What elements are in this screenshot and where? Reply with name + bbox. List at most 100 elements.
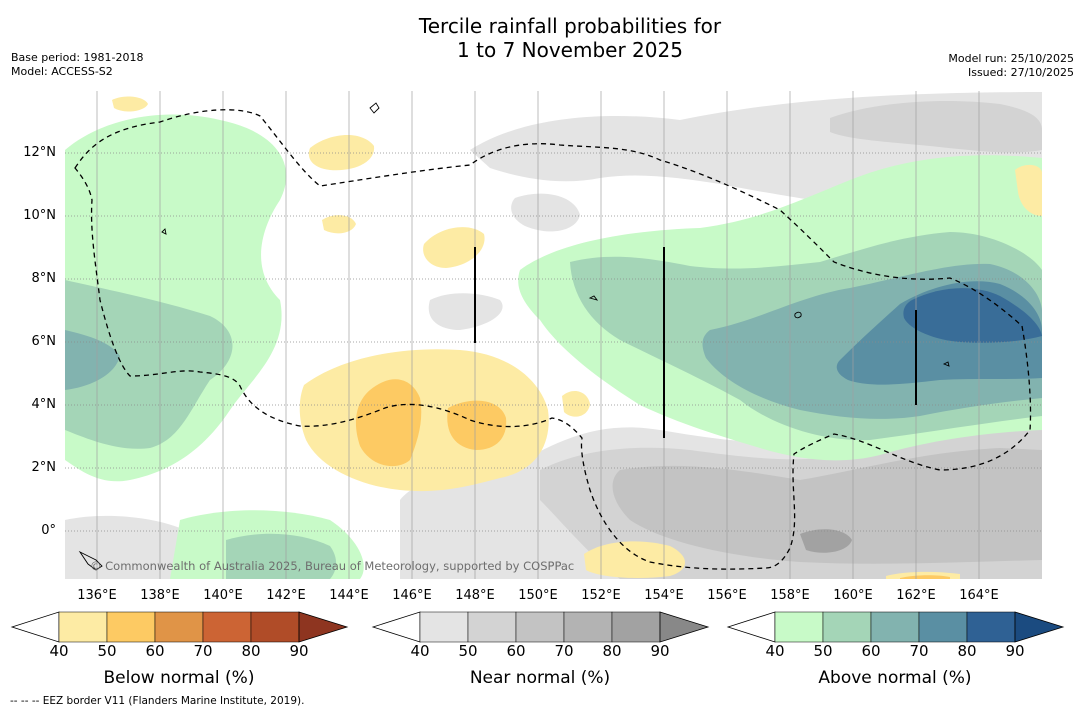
above-normal-area-east-5 [903,288,1042,343]
lon-label-152e: 152°E [581,588,621,603]
above-tick-60: 60 [861,642,881,660]
lon-label-148e: 148°E [455,588,495,603]
eez-footnote: -- -- -- EEZ border V11 (Flanders Marine… [10,695,305,707]
colorbar-near-over [659,611,710,643]
below-tick-40: 40 [49,642,69,660]
near-tick-60: 60 [506,642,526,660]
below-normal-area-north-3 [322,215,356,234]
meta-right: Model run: 25/10/2025 Issued: 27/10/2025 [948,52,1074,80]
colorbar-above-over [1014,611,1065,643]
lat-label-8n: 8°N [31,271,57,286]
lat-label-4n: 4°N [31,397,57,412]
above-tick-80: 80 [957,642,977,660]
lon-label-160e: 160°E [833,588,873,603]
lon-label-156e: 156°E [707,588,747,603]
near-tick-80: 80 [602,642,622,660]
above-normal-title: Above normal (%) [818,668,972,688]
below-normal-area-central-3 [447,400,507,450]
colorbar-above-seg-3 [870,611,920,643]
below-normal-area-southeast-2 [900,575,950,579]
above-normal-area-west-3 [65,330,120,390]
lon-label-142e: 142°E [266,588,306,603]
below-tick-60: 60 [145,642,165,660]
meta-left: Base period: 1981-2018 Model: ACCESS-S2 [11,51,143,79]
copyright-text: © Commonwealth of Australia 2025, Bureau… [90,559,575,573]
lon-label-146e: 146°E [392,588,432,603]
below-tick-80: 80 [241,642,261,660]
lat-label-12n: 12°N [23,145,56,160]
colorbar-above-seg-2 [822,611,872,643]
colorbar-below-under [10,611,60,643]
colorbar-above-seg-1 [774,611,824,643]
above-tick-40: 40 [765,642,785,660]
near-normal-area-central [511,193,580,232]
lat-label-10n: 10°N [23,208,56,223]
near-tick-50: 50 [458,642,478,660]
below-normal-area-south [584,541,685,578]
lon-label-154e: 154°E [644,588,684,603]
islands [78,102,950,571]
below-tick-50: 50 [97,642,117,660]
title-line-2: 1 to 7 November 2025 [457,38,683,62]
colorbar-below-over [298,611,349,643]
model-run-text: Model run: 25/10/2025 [948,52,1074,65]
colorbar-below-seg-4 [202,611,252,643]
near-normal-area-ne-inner [830,100,1042,153]
near-tick-40: 40 [410,642,430,660]
map-title: Tercile rainfall probabilities for 1 to … [0,14,1085,62]
title-line-1: Tercile rainfall probabilities for [418,14,722,38]
near-normal-area-south-darkest [800,529,852,553]
near-tick-70: 70 [554,642,574,660]
map-fields [65,91,1042,579]
below-normal-area-north-2 [423,227,485,268]
lat-label-2n: 2°N [31,460,57,475]
marker-bars [474,247,917,438]
lon-label-158e: 158°E [770,588,810,603]
colorbar-below-seg-1 [58,611,108,643]
above-normal-area-southwest-2 [226,533,337,579]
above-tick-70: 70 [909,642,929,660]
near-normal-area-south-core [612,448,1042,564]
colorbar-near-seg-3 [515,611,565,643]
colorbar-near-seg-1 [419,611,469,643]
lon-label-164e: 164°E [959,588,999,603]
base-period-text: Base period: 1981-2018 [11,51,144,64]
below-normal-area-central [299,349,549,492]
colorbar-below-seg-5 [250,611,300,643]
colorbar-above-seg-5 [966,611,1016,643]
below-normal-area-central-2 [355,379,422,467]
colorbar-above-seg-4 [918,611,968,643]
below-normal-area-north-1 [308,134,375,171]
above-tick-90: 90 [1005,642,1025,660]
colorbar-near-seg-4 [563,611,613,643]
gridlines [65,152,1042,532]
lon-label-140e: 140°E [203,588,243,603]
colorbar-near-under [371,611,421,643]
eez-border-west [74,109,1032,570]
colorbar-above-under [726,611,776,643]
below-tick-70: 70 [193,642,213,660]
near-tick-90: 90 [650,642,670,660]
below-tick-90: 90 [289,642,309,660]
above-tick-50: 50 [813,642,833,660]
below-normal-area-small [562,390,590,417]
lat-label-0: 0° [41,523,56,538]
near-normal-title: Near normal (%) [469,668,611,688]
colorbar-near-seg-5 [611,611,661,643]
colorbar-below-seg-3 [154,611,204,643]
lon-label-138e: 138°E [140,588,180,603]
lon-label-150e: 150°E [518,588,558,603]
below-normal-title: Below normal (%) [103,668,255,688]
below-normal-area-east-1 [1015,164,1042,216]
colorbar-above [726,611,1065,643]
lat-label-6n: 6°N [31,334,57,349]
colorbar-near-seg-2 [467,611,517,643]
lon-label-144e: 144°E [329,588,369,603]
lon-label-136e: 136°E [77,588,117,603]
near-normal-area-mid [428,293,503,330]
colorbar-near [371,611,710,643]
colorbar-below [10,611,349,643]
below-normal-area-north-4 [112,96,148,112]
colorbar-below-seg-2 [106,611,156,643]
